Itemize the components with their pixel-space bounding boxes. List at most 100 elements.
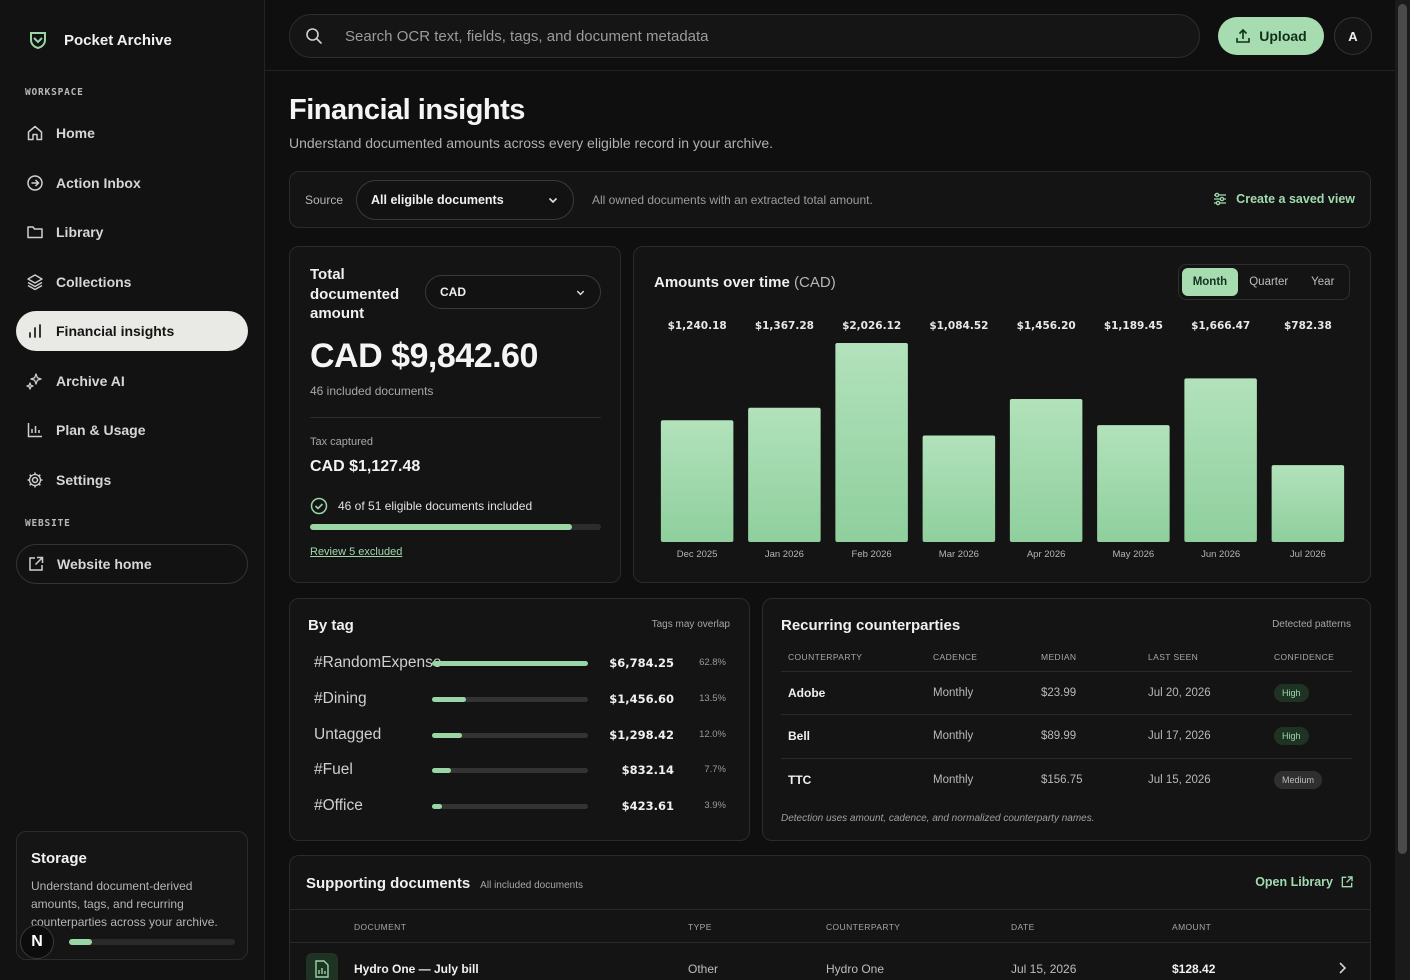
column-header: CADENCE: [926, 643, 1034, 672]
amounts-over-time-card: Amounts over time (CAD) Month Quarter Ye…: [633, 246, 1371, 583]
chart-bar[interactable]: [1097, 425, 1170, 542]
n-badge[interactable]: N: [20, 925, 54, 959]
chart-bar[interactable]: [748, 407, 821, 542]
currency-select[interactable]: CAD: [425, 275, 601, 309]
chart-bar[interactable]: [1271, 465, 1345, 542]
docs-title: Supporting documents: [306, 875, 471, 892]
period-toggle: Month Quarter Year: [1178, 264, 1350, 300]
bar-value-label: $1,367.28: [755, 320, 814, 332]
median: $156.75: [1041, 774, 1083, 786]
search-input[interactable]: Search OCR text, fields, tags, and docum…: [289, 14, 1200, 58]
scrollbar-thumb[interactable]: [1398, 4, 1407, 854]
chart-bar[interactable]: [835, 343, 908, 542]
total-amount: CAD $9,842.60: [310, 337, 538, 375]
storage-title: Storage: [31, 850, 87, 867]
sidebar-item-library[interactable]: Library: [16, 212, 248, 252]
source-bar: Source All eligible documents All owned …: [289, 171, 1371, 228]
by-tag-note: Tags may overlap: [651, 619, 730, 630]
open-library-label: Open Library: [1255, 875, 1333, 889]
period-year-button[interactable]: Year: [1311, 276, 1335, 288]
avatar[interactable]: A: [1334, 17, 1372, 55]
divider: [290, 942, 1370, 943]
sidebar-item-website-home[interactable]: Website home: [16, 544, 248, 584]
scrollbar[interactable]: [1395, 0, 1410, 980]
chart-bar[interactable]: [660, 420, 734, 542]
tag-row[interactable]: #Office $423.61 3.9%: [314, 797, 734, 817]
tag-amount: $6,784.25: [609, 656, 674, 670]
table-row[interactable]: Bell Monthly $89.99 Jul 17, 2026 High: [781, 714, 1352, 759]
period-month-button[interactable]: Month: [1182, 268, 1238, 296]
sidebar-item-home[interactable]: Home: [16, 113, 248, 153]
included-status: 46 of 51 eligible documents included: [310, 497, 532, 515]
tag-name: #RandomExpense: [314, 654, 442, 671]
chart-title: Amounts over time (CAD): [654, 274, 836, 291]
column-header: CONFIDENCE: [1267, 643, 1352, 672]
tag-percent: 12.0%: [699, 729, 726, 740]
tag-percent: 13.5%: [699, 693, 726, 704]
cadence: Monthly: [933, 774, 974, 786]
tag-row[interactable]: #RandomExpense $6,784.25 62.8%: [314, 654, 734, 674]
sidebar-item-settings[interactable]: Settings: [16, 460, 248, 500]
sidebar-item-archive-ai[interactable]: Archive AI: [16, 361, 248, 401]
confidence-badge: High: [1274, 727, 1309, 746]
sidebar: Pocket Archive WORKSPACE Home Action Inb…: [0, 0, 265, 980]
open-library-link[interactable]: Open Library: [1255, 875, 1354, 889]
column-header: MEDIAN: [1034, 643, 1141, 672]
tag-percent: 62.8%: [699, 657, 726, 668]
table-row[interactable]: Adobe Monthly $23.99 Jul 20, 2026 High: [781, 671, 1352, 715]
storage-bar: [69, 939, 235, 945]
counterparties-note: Detected patterns: [1272, 619, 1351, 630]
chart-currency: (CAD): [794, 274, 836, 291]
bar-value-label: $1,456.20: [1017, 320, 1076, 332]
divider: [310, 417, 601, 418]
tag-bar-fill: [432, 733, 462, 738]
docs-subtitle: All included documents: [480, 880, 584, 891]
bar-chart: $1,240.18 Dec 2025 $1,367.28 Jan 2026 $2,026…: [660, 320, 1345, 560]
upload-label: Upload: [1259, 28, 1307, 44]
chart-bar[interactable]: [1184, 378, 1257, 542]
create-saved-view-button[interactable]: Create a saved view: [1212, 191, 1355, 207]
sidebar-item-label: Home: [56, 125, 95, 141]
external-link-icon: [29, 556, 44, 571]
logo-icon: [30, 32, 46, 50]
table-row[interactable]: TTC Monthly $156.75 Jul 15, 2026 Medium: [781, 758, 1352, 802]
chart-bar[interactable]: [922, 435, 996, 542]
chart-bar[interactable]: [1009, 398, 1083, 542]
last-seen: Jul 17, 2026: [1141, 714, 1267, 759]
upload-button[interactable]: Upload: [1218, 17, 1324, 55]
review-excluded-link[interactable]: Review 5 excluded: [310, 546, 403, 558]
tag-bar-fill: [432, 768, 452, 773]
document-name[interactable]: Hydro One — July bill: [354, 962, 479, 976]
x-tick-label: Dec 2025: [677, 549, 718, 560]
document-type: Other: [688, 962, 719, 976]
tag-row[interactable]: #Dining $1,456.60 13.5%: [314, 690, 734, 710]
chevron-down-icon: [576, 290, 585, 295]
table-header-row: COUNTERPARTY CADENCE MEDIAN LAST SEEN CO…: [781, 643, 1352, 672]
sidebar-item-plan-usage[interactable]: Plan & Usage: [16, 410, 248, 450]
tag-row[interactable]: #Fuel $832.14 7.7%: [314, 761, 734, 781]
column-header: AMOUNT: [1172, 922, 1212, 932]
source-label: Source: [305, 193, 344, 207]
brand[interactable]: Pocket Archive: [28, 30, 172, 50]
cadence: Monthly: [926, 671, 1034, 715]
confidence-cell: Medium: [1267, 758, 1352, 802]
saved-view-label: Create a saved view: [1236, 192, 1355, 206]
sidebar-item-financial-insights[interactable]: Financial insights: [16, 311, 248, 351]
supporting-documents-card: Supporting documents All included docume…: [289, 855, 1371, 980]
cadence: Monthly: [926, 714, 1034, 759]
column-header: DOCUMENT: [354, 922, 407, 932]
confidence-badge: Medium: [1274, 771, 1323, 789]
chevron-right-icon[interactable]: [1336, 961, 1348, 975]
currency-select-value: CAD: [440, 285, 466, 299]
sidebar-item-action-inbox[interactable]: Action Inbox: [16, 163, 248, 203]
period-quarter-button[interactable]: Quarter: [1249, 276, 1289, 288]
usage-chart-icon: [27, 423, 42, 438]
layers-icon: [27, 274, 43, 291]
tag-amount: $832.14: [621, 763, 674, 777]
divider: [290, 909, 1370, 910]
tag-row[interactable]: Untagged $1,298.42 12.0%: [314, 726, 734, 746]
sidebar-item-collections[interactable]: Collections: [16, 262, 248, 302]
source-select[interactable]: All eligible documents: [356, 180, 574, 220]
check-circle-icon: [310, 497, 328, 515]
tag-name: #Dining: [314, 690, 367, 707]
